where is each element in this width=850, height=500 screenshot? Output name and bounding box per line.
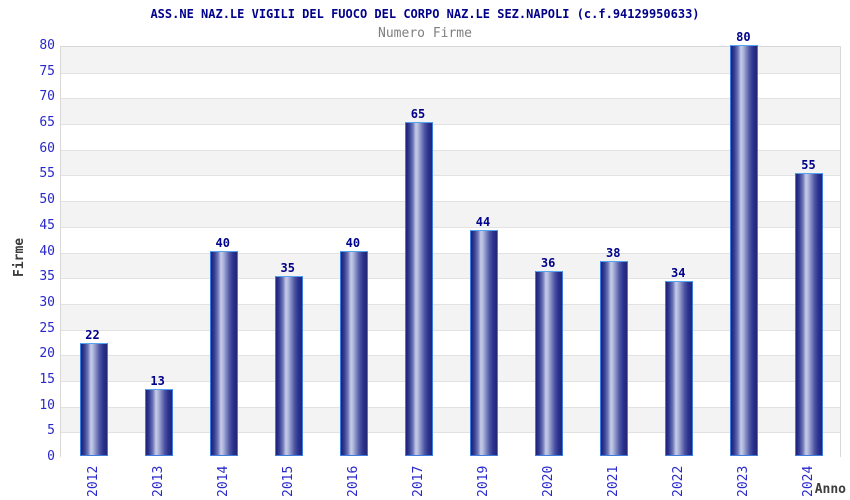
bar-value-label: 55: [801, 158, 816, 173]
plot-band: [61, 329, 840, 356]
x-tick-label: 2023: [736, 465, 752, 497]
x-tick-label: 2019: [476, 465, 492, 497]
x-tick-label: 2024: [801, 465, 817, 497]
x-tick-label: 2017: [410, 465, 426, 497]
grid-line: [61, 175, 840, 177]
bar-value-label: 40: [345, 235, 361, 250]
bar-value-label: 36: [540, 256, 556, 271]
y-tick-label: 70: [39, 89, 55, 105]
x-tick-label: 2014: [215, 465, 231, 497]
grid-line: [61, 329, 840, 331]
bar: [665, 281, 694, 456]
x-tick-label: 2012: [85, 465, 101, 497]
bar-value-label: 35: [280, 261, 295, 276]
bar-value-label: 22: [85, 327, 100, 342]
bar-value-label: 40: [215, 235, 230, 250]
bar: [274, 276, 303, 456]
bar-value-label: 34: [671, 266, 686, 281]
grid-line: [61, 201, 840, 203]
bar-value-label: 13: [150, 374, 165, 389]
plot-band: [61, 226, 840, 253]
grid-line: [61, 124, 840, 126]
y-tick-label: 75: [39, 63, 55, 79]
y-tick-label: 55: [39, 166, 55, 182]
y-tick-label: 45: [39, 217, 55, 233]
bar: [209, 250, 238, 456]
grid-line: [61, 278, 840, 280]
bar: [79, 342, 108, 456]
plot-band: [61, 149, 840, 176]
x-tick-label: 2015: [280, 465, 296, 497]
grid-line: [61, 380, 840, 382]
grid-line: [61, 149, 840, 151]
y-tick-label: 30: [39, 294, 55, 310]
chart-subtitle: Numero Firme: [378, 26, 472, 41]
y-tick-label: 80: [39, 38, 55, 53]
plot-band: [61, 278, 840, 304]
grid-line: [61, 406, 840, 408]
plot-band: [61, 252, 840, 279]
x-axis-title: Anno: [814, 482, 846, 497]
grid-line: [61, 72, 840, 74]
bar-value-label: 38: [605, 245, 621, 260]
bar: [600, 260, 629, 456]
y-tick-label: 25: [39, 320, 55, 336]
bar-value-label: 44: [475, 214, 491, 229]
y-tick-label: 65: [39, 115, 55, 131]
plot-band: [61, 47, 840, 73]
bar: [535, 271, 564, 456]
y-tick-label: 10: [39, 397, 55, 413]
bar: [730, 45, 759, 456]
x-tick-label: 2013: [150, 465, 166, 497]
x-tick-label: 2022: [671, 465, 687, 497]
bar-value-label: 80: [736, 30, 751, 44]
y-tick-label: 50: [39, 192, 55, 208]
chart-title: ASS.NE NAZ.LE VIGILI DEL FUOCO DEL CORPO…: [150, 7, 700, 21]
y-tick-label: 20: [39, 346, 55, 362]
grid-line: [61, 355, 840, 357]
plot-band: [61, 355, 840, 381]
y-tick-label: 40: [39, 243, 55, 259]
plot-band: [61, 432, 840, 458]
y-tick-label: 35: [39, 269, 55, 285]
grid-line: [61, 432, 840, 434]
bar: [144, 389, 173, 456]
plot-band: [61, 406, 840, 433]
y-tick-label: 5: [47, 423, 55, 439]
bar: [339, 250, 368, 456]
x-tick-label: 2020: [541, 465, 557, 497]
plot-band: [61, 303, 840, 330]
y-tick-label: 60: [39, 140, 55, 156]
grid-line: [61, 226, 840, 228]
y-tick-label: 15: [39, 371, 55, 387]
plot-band: [61, 175, 840, 202]
plot-band: [61, 98, 840, 125]
grid-line: [61, 303, 840, 305]
plot-band: [61, 380, 840, 407]
x-tick-label: 2021: [606, 465, 622, 497]
plot-area: [60, 45, 841, 458]
x-tick-label: 2016: [345, 465, 361, 497]
plot-band: [61, 201, 840, 227]
plot-band: [61, 124, 840, 150]
grid-line: [61, 252, 840, 254]
bar: [795, 173, 824, 456]
y-axis-title: Firme: [12, 237, 27, 277]
bar: [404, 122, 433, 456]
bar: [470, 229, 499, 456]
plot-band: [61, 72, 840, 99]
bar-value-label: 65: [410, 107, 426, 122]
y-tick-label: 0: [47, 449, 55, 464]
grid-line: [61, 98, 840, 100]
